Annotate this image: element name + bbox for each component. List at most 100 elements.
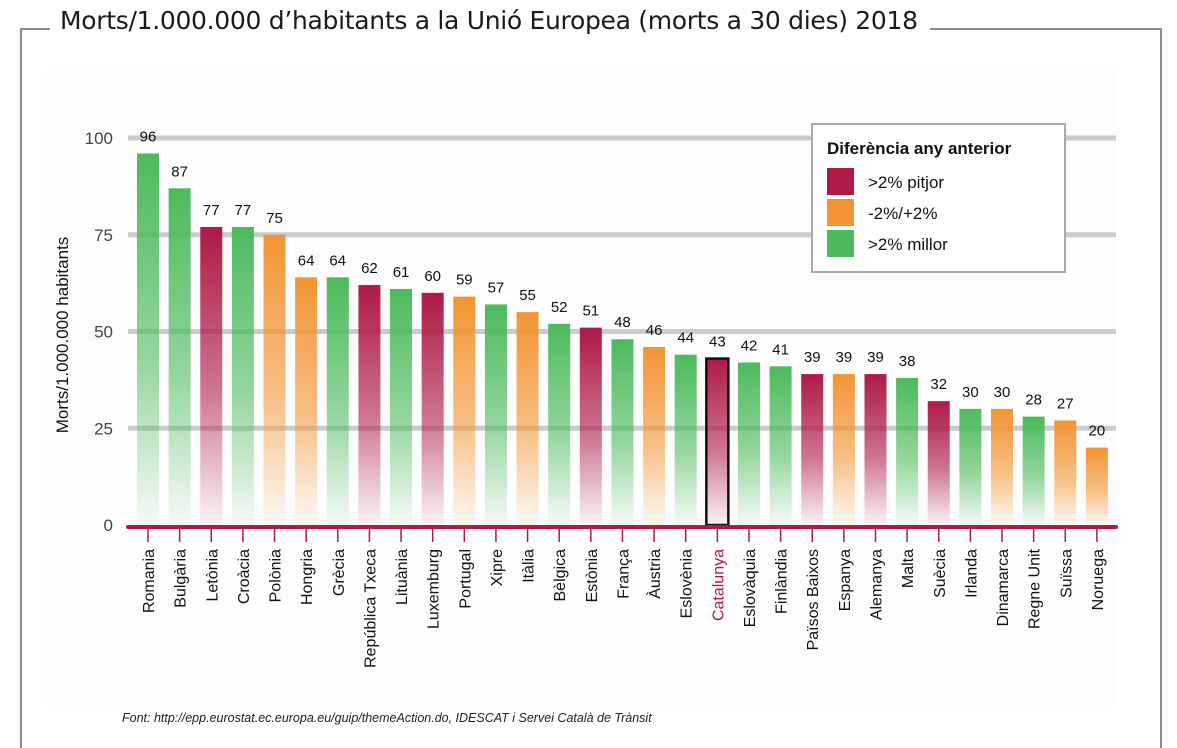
legend-label: >2% millor (868, 235, 948, 254)
y-tick-label: 75 (94, 226, 113, 245)
data-label: 39 (836, 349, 853, 366)
bar-hongria (295, 277, 318, 525)
x-tick-label: Alemanya (868, 549, 885, 620)
data-label: 75 (266, 210, 283, 227)
data-label: 59 (456, 272, 473, 289)
bar-eslovènia (674, 354, 697, 525)
x-tick-label: Itàlia (521, 549, 538, 583)
data-label: 77 (203, 202, 220, 219)
data-label: 27 (1057, 396, 1074, 413)
bar-alemanya (864, 374, 887, 525)
bar-bèlgica (548, 323, 571, 525)
bar-portugal (453, 296, 476, 525)
data-label: 42 (741, 337, 758, 354)
x-tick-label: Irlanda (963, 549, 980, 598)
x-tick-label: França (615, 549, 632, 599)
bar-frança (611, 339, 634, 525)
data-label: 28 (1025, 392, 1042, 409)
bar-malta (896, 377, 919, 525)
x-tick-label: Malta (900, 549, 917, 588)
bar-regne-unit (1022, 416, 1045, 525)
bar-croàcia (231, 227, 254, 525)
bar-dinamarca (991, 408, 1014, 525)
data-label: 39 (804, 349, 821, 366)
data-label: 77 (235, 202, 252, 219)
legend-swatch-better (827, 230, 854, 257)
y-tick-label: 50 (94, 323, 113, 342)
x-tick-label: Eslovàquia (742, 549, 759, 627)
x-tick-label: Regne Unit (1027, 548, 1044, 629)
bar-suïssa (1054, 420, 1077, 525)
bar-bulgària (168, 188, 191, 525)
data-label: 62 (361, 260, 378, 277)
x-tick-label: Països Baixos (805, 549, 822, 650)
x-tick-label: República Txeca (362, 549, 379, 668)
bar-irlanda (959, 408, 982, 525)
bars: 96 87 77 77 75 64 64 62 61 60 59 57 55 52 51 48 46 44 43 42… (137, 128, 1108, 527)
y-axis: 0 25 50 75 100 (85, 129, 113, 535)
bar-finlàndia (769, 366, 792, 525)
data-label: 46 (646, 322, 663, 339)
x-tick-label: Grècia (331, 549, 348, 596)
legend-title: Diferència any anterior (827, 139, 1012, 158)
source-note: Font: http://epp.eurostat.ec.europa.eu/g… (122, 711, 652, 725)
x-tick-label: Espanya (837, 549, 854, 611)
bar-eslovàquia (737, 362, 760, 525)
bar-xipre (484, 304, 507, 525)
bar-república-txeca (358, 285, 381, 525)
x-tick-label: Suècia (932, 549, 949, 598)
legend-label: >2% pitjor (868, 173, 944, 192)
x-tick-label: Hongria (299, 549, 316, 605)
x-axis: Romania Bulgària Letònia Croàcia Polònia Hong… (126, 525, 1118, 668)
x-tick-label: Letònia (204, 549, 221, 602)
x-tick-label: Dinamarca (995, 549, 1012, 626)
data-label: 60 (424, 268, 441, 285)
x-tick-label: Àustria (645, 549, 664, 599)
bar-països-baixos (801, 374, 824, 525)
bar-àustria (643, 346, 666, 525)
bar-espanya (832, 374, 855, 525)
x-tick-label: Bulgària (173, 549, 190, 608)
y-tick-label: 25 (94, 419, 113, 438)
data-label: 64 (329, 252, 346, 269)
x-tick-label: Bèlgica (552, 549, 569, 602)
data-label: 61 (393, 264, 410, 281)
x-tick-label: Romania (141, 549, 158, 613)
y-tick-label: 100 (85, 129, 113, 148)
legend: Diferència any anterior >2% pitjor -2%/+2%… (811, 123, 1066, 273)
data-label: 64 (298, 252, 315, 269)
chart-title: Morts/1.000.000 d’habitants a la Unió Eu… (50, 6, 930, 35)
legend-swatch-same (827, 199, 854, 226)
x-tick-label: Xipre (489, 549, 506, 586)
data-label: 38 (899, 353, 916, 370)
bar-letònia (200, 227, 223, 525)
bar-lituània (390, 288, 413, 525)
data-label: 57 (488, 279, 505, 296)
data-label: 52 (551, 299, 568, 316)
data-label: 41 (772, 341, 789, 358)
x-tick-label: Catalunya (710, 549, 727, 621)
legend-swatch-worse (827, 168, 854, 195)
x-tick-label: Suïssa (1058, 549, 1075, 598)
bar-polònia (263, 234, 286, 525)
x-tick-label: Noruega (1090, 549, 1107, 610)
data-label: 30 (962, 384, 979, 401)
data-label: 44 (677, 330, 694, 347)
x-tick-label: Eslovènia (679, 549, 696, 618)
x-tick-label: Lituània (394, 549, 411, 605)
y-tick-label: 0 (104, 516, 113, 535)
data-label: 43 (709, 334, 726, 351)
data-label: 48 (614, 314, 631, 331)
x-tick-label: Estònia (584, 549, 601, 602)
bar-romania (137, 153, 159, 526)
data-label: 39 (867, 349, 884, 366)
data-label: 32 (930, 376, 947, 393)
legend-box (811, 123, 1066, 273)
x-tick-label: Portugal (457, 549, 474, 609)
legend-label: -2%/+2% (868, 204, 937, 223)
x-tick-label: Finlàndia (774, 549, 791, 614)
data-label: 30 (994, 384, 1011, 401)
bar-grècia (326, 277, 349, 525)
data-label: 20 (1089, 423, 1106, 440)
